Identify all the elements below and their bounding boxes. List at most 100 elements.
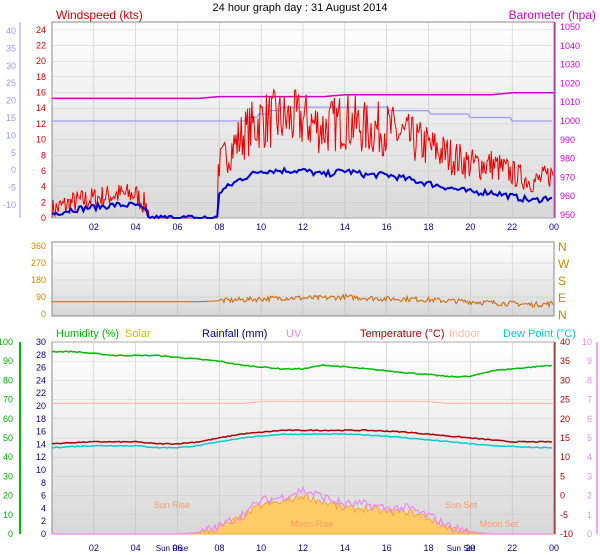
uv-tick-label: 5 bbox=[587, 433, 592, 443]
wind-time-label: 18 bbox=[423, 222, 433, 232]
rainfall-tick-label: 6 bbox=[41, 491, 46, 501]
wind-secondary-tick-label: 40 bbox=[6, 26, 16, 36]
wind-time-label: 00 bbox=[549, 222, 559, 232]
wind-grid bbox=[52, 22, 554, 219]
solar-label: Solar bbox=[125, 328, 151, 340]
indoor-label: Indoor bbox=[449, 328, 481, 340]
windspeed-tick-label: 14 bbox=[36, 103, 46, 113]
rainfall-tick-label: 4 bbox=[41, 503, 46, 513]
windspeed-tick-label: 24 bbox=[36, 25, 46, 35]
humidity-tick-label: 80 bbox=[3, 375, 13, 385]
rainfall-tick-label: 16 bbox=[36, 427, 46, 437]
wind-secondary-tick-label: 15 bbox=[6, 113, 16, 123]
direction-degree-tick-label: 90 bbox=[36, 292, 46, 302]
temperature-tick-label: 5 bbox=[560, 471, 565, 481]
temp-time-label: 12 bbox=[298, 543, 308, 553]
uv-tick-label: 0 bbox=[587, 529, 592, 539]
rainfall-tick-label: 12 bbox=[36, 452, 46, 462]
rainfall-tick-label: 0 bbox=[41, 529, 46, 539]
humidity-tick-label: 30 bbox=[3, 471, 13, 481]
sun-set-axis-marker: Sun Set bbox=[447, 544, 476, 553]
wind-time-axis: 02 04 06 08 10 12 14 16 18 20 22 00 bbox=[89, 222, 559, 232]
wind-time-label: 10 bbox=[256, 222, 266, 232]
temperature-label: Temperature (°C) bbox=[360, 328, 444, 340]
humidity-tick-label: 20 bbox=[3, 491, 13, 501]
barometer-tick-label: 990 bbox=[560, 135, 575, 145]
temp-time-label: 02 bbox=[89, 543, 99, 553]
direction-compass-tick-label: W bbox=[558, 257, 570, 271]
uv-tick-label: 7 bbox=[587, 395, 592, 405]
temperature-tick-label: 15 bbox=[560, 433, 570, 443]
direction-compass-tick-label: N bbox=[558, 308, 567, 322]
rainfall-tick-label: 30 bbox=[36, 337, 46, 347]
humidity-tick-label: 90 bbox=[3, 356, 13, 366]
rainfall-tick-label: 2 bbox=[41, 516, 46, 526]
temperature-tick-label: 20 bbox=[560, 414, 570, 424]
humidity-tick-label: 100 bbox=[0, 337, 13, 347]
temp-time-axis: 02 04 06 08 10 12 14 16 18 20 22 00 bbox=[89, 543, 559, 553]
windspeed-tick-label: 16 bbox=[36, 88, 46, 98]
uv-line bbox=[52, 485, 552, 536]
wind-direction-line bbox=[52, 293, 555, 309]
temp-time-label: 08 bbox=[214, 543, 224, 553]
wind-secondary-axis: 40 35 30 25 20 15 10 5 0 -5 -10 bbox=[3, 22, 21, 218]
humidity-tick-label: 50 bbox=[3, 433, 13, 443]
windspeed-line bbox=[51, 88, 554, 219]
windspeed-tick-label: 22 bbox=[36, 41, 46, 51]
temp-time-label: 18 bbox=[423, 543, 433, 553]
barometer-tick-label: 950 bbox=[560, 210, 575, 220]
temp-humidity-panel: Humidity (%) Solar Rainfall (mm) UV Temp… bbox=[0, 328, 598, 553]
wind-secondary-tick-label: 35 bbox=[6, 43, 16, 53]
windspeed-tick-label: 12 bbox=[36, 119, 46, 129]
temperature-tick-label: 35 bbox=[560, 356, 570, 366]
rainfall-tick-label: 10 bbox=[36, 465, 46, 475]
windspeed-tick-label: 8 bbox=[41, 150, 46, 160]
temperature-tick-label: 10 bbox=[560, 452, 570, 462]
wind-time-label: 22 bbox=[507, 222, 517, 232]
barometer-tick-label: 1040 bbox=[560, 41, 580, 51]
direction-degree-tick-label: 270 bbox=[31, 258, 46, 268]
temp-time-label: 10 bbox=[256, 543, 266, 553]
temp-time-label: 06 bbox=[172, 543, 182, 553]
wind-secondary-tick-label: 10 bbox=[6, 130, 16, 140]
barometer-tick-label: 970 bbox=[560, 172, 575, 182]
barometer-line bbox=[52, 92, 554, 100]
wind-average-line bbox=[52, 106, 552, 122]
moon-set-label: Moon Set bbox=[480, 519, 519, 529]
windspeed-tick-label: 2 bbox=[41, 197, 46, 207]
barometer-tick-label: 980 bbox=[560, 154, 575, 164]
graph-title: 24 hour graph day : 31 August 2014 bbox=[213, 2, 388, 14]
rainfall-label: Rainfall (mm) bbox=[202, 328, 267, 340]
wind-time-label: 06 bbox=[172, 222, 182, 232]
barometer-tick-label: 960 bbox=[560, 191, 575, 201]
temp-time-label: 16 bbox=[382, 543, 392, 553]
humidity-tick-label: 70 bbox=[3, 395, 13, 405]
windspeed-tick-label: 0 bbox=[41, 213, 46, 223]
indoor-line bbox=[52, 400, 554, 405]
direction-degree-tick-label: 180 bbox=[31, 275, 46, 285]
rainfall-tick-label: 22 bbox=[36, 388, 46, 398]
barometer-tick-label: 1020 bbox=[560, 78, 580, 88]
sun-rise-label: Sun Rise bbox=[154, 500, 191, 510]
uv-tick-label: 3 bbox=[587, 471, 592, 481]
direction-compass-tick-label: E bbox=[558, 291, 566, 305]
humidity-tick-label: 60 bbox=[3, 414, 13, 424]
humidity-tick-label: 0 bbox=[8, 529, 13, 539]
uv-tick-label: 4 bbox=[587, 452, 592, 462]
uv-label: UV bbox=[286, 328, 302, 340]
uv-tick-label: 8 bbox=[587, 375, 592, 385]
direction-compass-tick-label: S bbox=[558, 274, 566, 288]
direction-grid bbox=[52, 242, 554, 316]
rainfall-tick-label: 24 bbox=[36, 375, 46, 385]
barometer-tick-label: 1010 bbox=[560, 97, 580, 107]
windspeed-tick-label: 18 bbox=[36, 72, 46, 82]
sun-set-label: Sun Set bbox=[445, 500, 478, 510]
temperature-line bbox=[51, 429, 552, 445]
uv-tick-label: 1 bbox=[587, 510, 592, 520]
